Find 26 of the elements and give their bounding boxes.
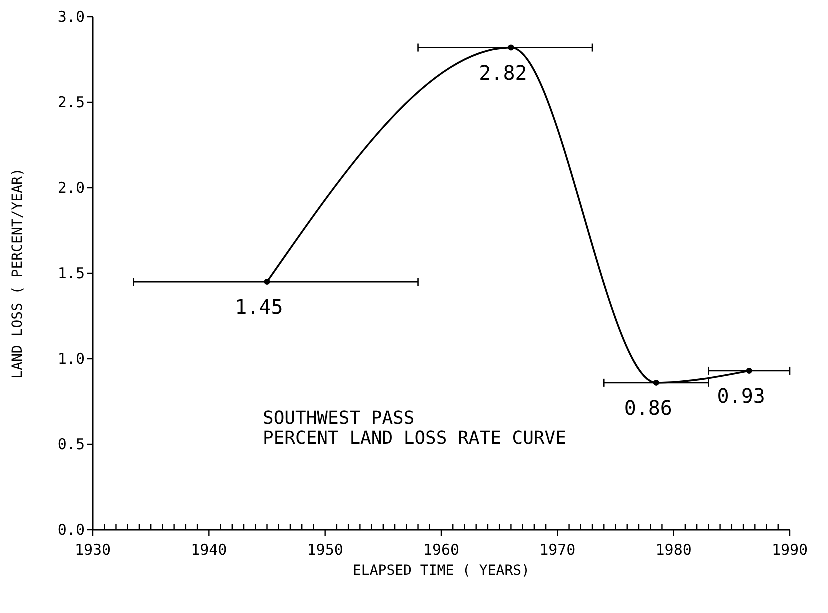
- data-label: 1.45: [235, 295, 284, 320]
- point: [746, 368, 752, 374]
- y-tick-label: 2.5: [58, 94, 85, 112]
- point: [264, 279, 270, 286]
- x-tick-label: 1950: [307, 541, 344, 559]
- text: SOUTHWEST PASS: [263, 408, 415, 429]
- x-tick-label: 1980: [656, 541, 692, 559]
- point: [653, 380, 660, 386]
- x-tick-label: 1960: [423, 541, 460, 559]
- y-tick-label: 1.0: [58, 350, 85, 368]
- text: PERCENT LAND LOSS RATE CURVE: [263, 428, 566, 449]
- y-tick-label: 0.0: [58, 521, 85, 539]
- x-axis-title: ELAPSED TIME ( YEARS): [352, 563, 530, 579]
- data-label: 0.93: [717, 384, 766, 408]
- y-tick-label: 0.5: [58, 436, 85, 454]
- y-tick-label: 3.0: [58, 8, 85, 26]
- data-label: 2.82: [479, 60, 528, 85]
- point: [508, 44, 514, 51]
- x-tick-label: 1970: [540, 541, 576, 559]
- y-axis-title: LAND LOSS ( PERCENT/YEAR): [10, 168, 26, 379]
- x-tick-label: 1930: [74, 541, 112, 559]
- y-tick-label: 1.5: [58, 264, 85, 282]
- x-tick-label: 1940: [191, 541, 228, 559]
- data-label: 0.86: [624, 396, 672, 420]
- y-tick-label: 2.0: [58, 179, 85, 197]
- x-tick-label: 1990: [772, 541, 808, 559]
